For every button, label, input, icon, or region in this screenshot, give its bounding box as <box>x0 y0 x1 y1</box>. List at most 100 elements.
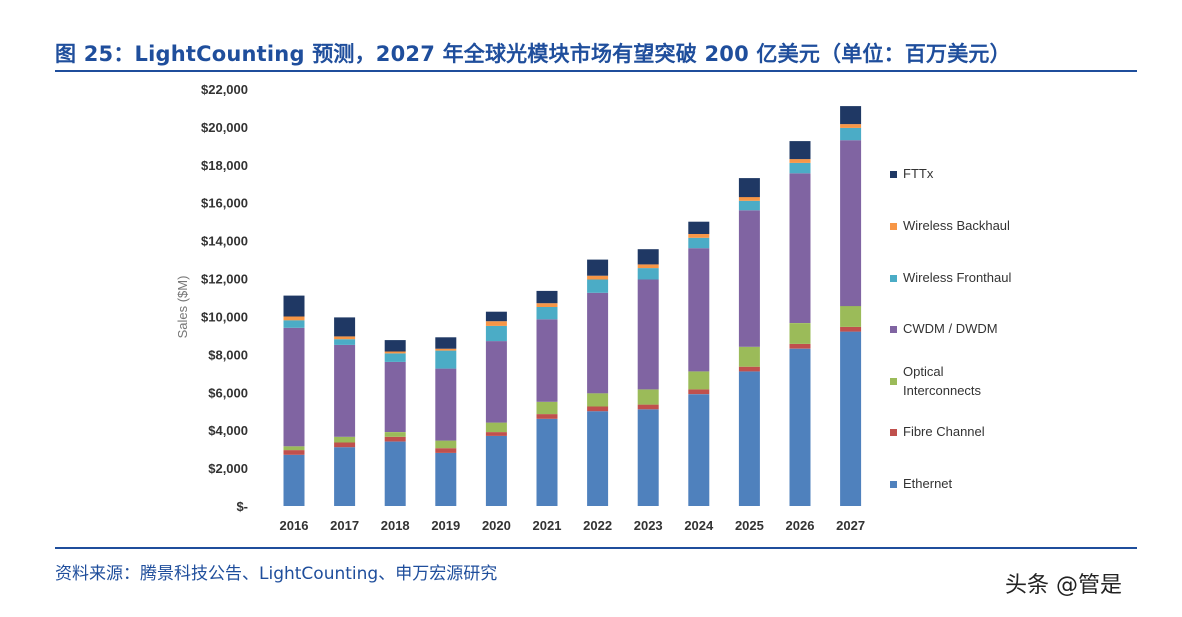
figure-title: 图 25：LightCounting 预测，2027 年全球光模块市场有望突破 … <box>55 42 1011 66</box>
bar-segment-ethernet-2021 <box>536 418 558 506</box>
x-tick-label: 2024 <box>684 518 714 533</box>
bar-segment-wireless-backhaul-2021 <box>536 303 558 307</box>
y-tick-label: $- <box>236 499 248 514</box>
source-note: 资料来源：腾景科技公告、LightCounting、申万宏源研究 <box>55 564 498 584</box>
bar-segment-fibre-channel-2022 <box>587 406 609 412</box>
x-tick-label: 2018 <box>381 518 410 533</box>
bar-segment-wireless-backhaul-2018 <box>384 351 406 354</box>
bar-segment-cwdm-dwdm-2025 <box>738 210 760 347</box>
bar-segment-optical-interconnects-2019 <box>435 440 457 449</box>
bar-segment-fttx-2023 <box>637 249 659 265</box>
bar-segment-fttx-2026 <box>789 141 811 160</box>
bar-segment-wireless-fronthaul-2023 <box>637 268 659 280</box>
y-tick-label: $16,000 <box>201 196 248 211</box>
y-tick-label: $10,000 <box>201 309 248 324</box>
bar-segment-ethernet-2020 <box>485 435 507 506</box>
x-tick-label: 2023 <box>634 518 663 533</box>
bar-segment-ethernet-2024 <box>688 394 710 506</box>
bar-segment-cwdm-dwdm-2017 <box>334 344 356 437</box>
bar-segment-optical-interconnects-2025 <box>738 346 760 367</box>
x-tick-label: 2020 <box>482 518 511 533</box>
y-tick-label: $14,000 <box>201 234 248 249</box>
bar-segment-optical-interconnects-2026 <box>789 323 811 344</box>
x-tick-label: 2026 <box>786 518 815 533</box>
bar-segment-wireless-fronthaul-2016 <box>283 320 305 328</box>
bar-segment-ethernet-2018 <box>384 441 406 506</box>
legend-label-cwdm-dwdm: CWDM / DWDM <box>903 321 998 336</box>
bar-segment-fttx-2021 <box>536 290 558 304</box>
bar-segment-fttx-2016 <box>283 295 305 317</box>
bar-segment-cwdm-dwdm-2023 <box>637 279 659 390</box>
bar-segment-fibre-channel-2023 <box>637 404 659 410</box>
bar-segment-wireless-backhaul-2016 <box>283 316 305 321</box>
bar-segment-fibre-channel-2027 <box>840 326 862 332</box>
bar-segment-wireless-fronthaul-2018 <box>384 353 406 362</box>
bar-segment-fttx-2027 <box>840 106 862 125</box>
bar-segment-fibre-channel-2025 <box>738 366 760 372</box>
bar-segment-wireless-fronthaul-2026 <box>789 162 811 174</box>
bar-segment-ethernet-2023 <box>637 409 659 506</box>
bar-segment-cwdm-dwdm-2016 <box>283 327 305 447</box>
x-tick-label: 2021 <box>533 518 562 533</box>
bar-segment-ethernet-2016 <box>283 454 305 506</box>
bar-segment-fttx-2024 <box>688 221 710 234</box>
bar-segment-wireless-fronthaul-2024 <box>688 237 710 249</box>
bar-segment-ethernet-2019 <box>435 452 457 506</box>
bar-segment-fibre-channel-2026 <box>789 343 811 349</box>
y-tick-label: $22,000 <box>201 82 248 97</box>
bar-segment-fttx-2022 <box>587 259 609 276</box>
bar-segment-cwdm-dwdm-2026 <box>789 173 811 323</box>
legend-label-wireless-backhaul: Wireless Backhaul <box>903 218 1010 233</box>
bar-segment-optical-interconnects-2016 <box>283 446 305 451</box>
bar-segment-wireless-backhaul-2026 <box>789 159 811 163</box>
y-tick-label: $2,000 <box>208 461 248 476</box>
bar-segment-wireless-fronthaul-2027 <box>840 127 862 141</box>
bar-segment-fibre-channel-2018 <box>384 436 406 442</box>
bar-segment-optical-interconnects-2020 <box>485 422 507 433</box>
legend-swatch-fttx <box>890 171 897 178</box>
bar-segment-cwdm-dwdm-2024 <box>688 248 710 372</box>
bar-segment-fttx-2019 <box>435 337 457 349</box>
bar-segment-ethernet-2017 <box>334 447 356 506</box>
y-tick-label: $6,000 <box>208 385 248 400</box>
bar-segment-fibre-channel-2017 <box>334 442 356 448</box>
bar-segment-fibre-channel-2020 <box>485 432 507 436</box>
legend-swatch-ethernet <box>890 481 897 488</box>
bar-segment-optical-interconnects-2023 <box>637 389 659 405</box>
bar-segment-fibre-channel-2016 <box>283 450 305 455</box>
x-tick-label: 2027 <box>836 518 865 533</box>
bar-segment-ethernet-2027 <box>840 331 862 506</box>
bar-segment-optical-interconnects-2021 <box>536 401 558 415</box>
bar-segment-wireless-fronthaul-2017 <box>334 339 356 345</box>
bar-segment-wireless-fronthaul-2020 <box>485 325 507 342</box>
legend-label-optical-interconnects: Optical Interconnects <box>903 364 982 398</box>
bar-segment-wireless-fronthaul-2025 <box>738 200 760 211</box>
bar-segment-fibre-channel-2021 <box>536 414 558 419</box>
bar-segment-fttx-2017 <box>334 317 356 337</box>
bar-segment-wireless-backhaul-2023 <box>637 264 659 269</box>
bar-segment-wireless-backhaul-2022 <box>587 275 609 280</box>
bar-segment-optical-interconnects-2018 <box>384 432 406 437</box>
legend-swatch-optical-interconnects <box>890 378 897 385</box>
title-rule <box>55 70 1137 72</box>
bar-segment-cwdm-dwdm-2022 <box>587 292 609 394</box>
bar-segment-cwdm-dwdm-2019 <box>435 368 457 441</box>
y-axis-label: Sales ($M) <box>175 276 190 339</box>
bar-segment-fttx-2020 <box>485 311 507 322</box>
legend-swatch-wireless-backhaul <box>890 223 897 230</box>
bar-segment-fibre-channel-2019 <box>435 448 457 453</box>
bar-segment-optical-interconnects-2022 <box>587 393 609 407</box>
bar-segment-cwdm-dwdm-2027 <box>840 140 862 307</box>
bar-segment-fttx-2025 <box>738 178 760 198</box>
y-tick-label: $12,000 <box>201 272 248 287</box>
bar-segment-cwdm-dwdm-2018 <box>384 361 406 432</box>
y-tick-label: $4,000 <box>208 423 248 438</box>
footer-rule <box>55 547 1137 549</box>
x-tick-label: 2017 <box>330 518 359 533</box>
x-tick-label: 2022 <box>583 518 612 533</box>
bar-segment-optical-interconnects-2024 <box>688 371 710 390</box>
x-tick-label: 2019 <box>431 518 460 533</box>
bar-segment-ethernet-2025 <box>738 371 760 506</box>
bar-segment-fttx-2018 <box>384 340 406 352</box>
